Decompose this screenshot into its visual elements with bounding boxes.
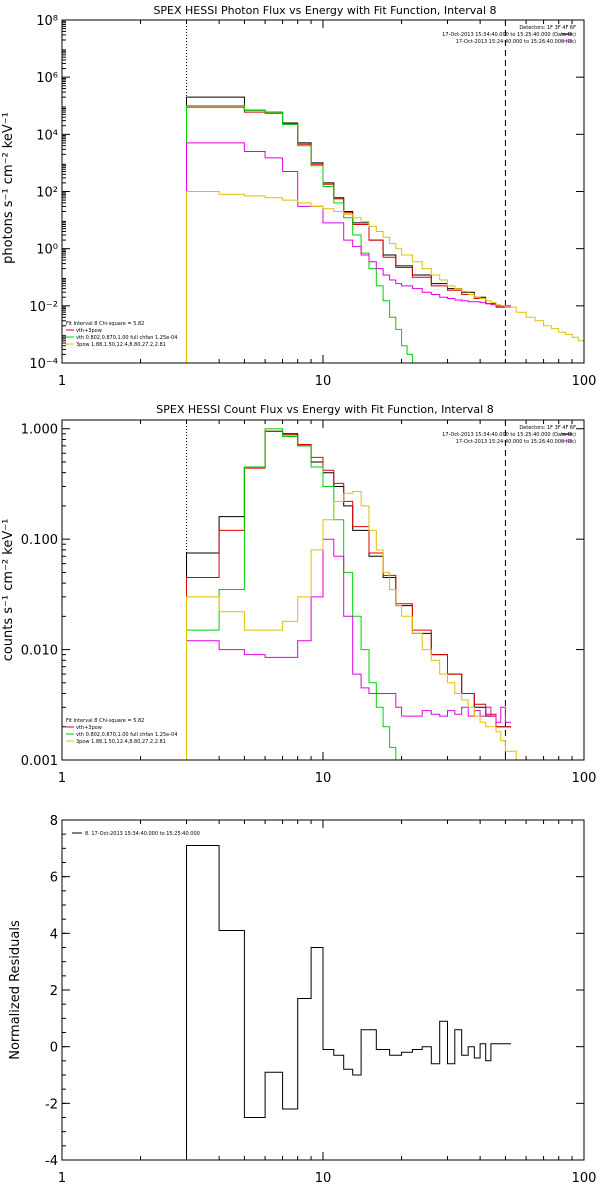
y-tick-label: -4: [45, 1154, 58, 1169]
legend-top-right-text: 17-Oct-2013 15:34:40.000 to 15:25:40.000…: [442, 32, 576, 38]
series-2-line: [186, 105, 428, 364]
count-flux-plot: 1 10 100 0.001 0.010 0.100 1.000 Detectors: 1F …: [21, 420, 597, 786]
x-tick-label: 1: [58, 374, 66, 389]
series-3-line: [186, 142, 511, 363]
series-4-line: [186, 191, 585, 363]
x-tick-label: 100: [572, 771, 597, 786]
series-0-line: [186, 430, 511, 760]
legend-bottom-left-text: vth 0.802,0.870,1.00 full chfan 1.25e-04: [76, 732, 177, 738]
legend-bottom-left-text: vth+3pow: [76, 328, 102, 334]
y-tick-label: 1.000: [21, 423, 58, 438]
y-tick-label: 6: [50, 871, 58, 886]
series-0-line: [186, 845, 511, 1160]
x-tick-label: 100: [572, 374, 597, 389]
residuals-ylabel: Normalized Residuals: [8, 920, 23, 1060]
count-flux-title: SPEX HESSI Count Flux vs Energy with Fit…: [156, 403, 493, 416]
series-2-line: [186, 428, 423, 761]
legend-text: 8. 17-Oct-2013 15:34:40.000 to 15:25:40.…: [85, 831, 200, 837]
residuals-panel: Normalized Residuals 1 10 100 -4 -2 0 2 4 6 8 8. 1…: [8, 814, 596, 1186]
residuals-plot: 1 10 100 -4 -2 0 2 4 6 8 8. 17-Oct-2013 15:34:40.0…: [45, 814, 596, 1186]
legend-bottom-left-text: vth+3pow: [76, 725, 102, 731]
photon-flux-frame: [61, 19, 585, 364]
legend-top-right-text: Detectors: 1F 3F 4F 6F: [519, 25, 576, 31]
legend-bottom-left-text: vth 0.802,0.870,1.00 full chfan 1.25e-04: [76, 335, 177, 341]
legend-top-right-text: 17-Oct-2013 15:24:40.000 to 15:26:40.000…: [456, 439, 576, 445]
photon-flux-panel: SPEX HESSI Photon Flux vs Energy with Fi…: [1, 4, 596, 389]
photon-flux-plot: 1 10 100 10⁻⁴ 10⁻² 10⁰ 10² 10⁴ 10⁶ 10⁸ Detectors: …: [29, 14, 596, 389]
legend-bottom-left-text: Fit Interval 8 Chi-square = 5.82: [66, 718, 144, 724]
legend-bottom-left-text: 3pow 1.88,1.50,12.4,8.80,27.2,2.81: [76, 739, 166, 745]
count-flux-panel: SPEX HESSI Count Flux vs Energy with Fit…: [1, 403, 596, 786]
y-tick-label: 4: [50, 927, 58, 942]
y-tick-label: 10⁴: [36, 128, 58, 143]
y-tick-label: 0.010: [21, 644, 58, 659]
residuals-frame: [61, 819, 585, 1161]
series-1-line: [186, 430, 511, 760]
x-tick-label: 10: [315, 771, 332, 786]
y-tick-label: 8: [50, 814, 58, 829]
y-tick-label: 10⁶: [36, 71, 58, 86]
series-3-line: [186, 538, 511, 760]
y-tick-label: 0.100: [21, 533, 58, 548]
y-tick-label: 10⁻²: [29, 300, 58, 315]
count-flux-frame: [61, 419, 585, 761]
y-tick-label: 2: [50, 984, 58, 999]
count-flux-ylabel: counts s⁻¹ cm⁻² keV⁻¹: [1, 519, 16, 662]
photon-flux-title: SPEX HESSI Photon Flux vs Energy with Fi…: [153, 4, 496, 17]
legend-top-right-text: Detectors: 1F 3F 4F 6F: [519, 425, 576, 431]
x-tick-label: 100: [572, 1171, 597, 1186]
x-tick-label: 1: [58, 1171, 66, 1186]
x-tick-label: 10: [315, 1171, 332, 1186]
photon-flux-ylabel: photons s⁻¹ cm⁻² keV⁻¹: [1, 112, 16, 264]
y-tick-label: 10⁰: [36, 243, 58, 258]
legend-bottom-left-text: 3pow 1.88,1.50,12.4,8.80,27.2,2.81: [76, 342, 166, 348]
y-tick-label: 10⁻⁴: [29, 357, 58, 372]
legend-top-right-text: 17-Oct-2013 15:34:40.000 to 15:25:40.000…: [442, 432, 576, 438]
legend-bottom-left-text: Fit Interval 8 Chi-square = 5.82: [66, 321, 144, 327]
y-top-label: 10⁸: [36, 14, 58, 29]
x-tick-label: 10: [315, 374, 332, 389]
y-tick-label: 0.001: [21, 754, 58, 769]
y-tick-label: -2: [45, 1097, 58, 1112]
y-tick-label: 10²: [36, 186, 58, 201]
series-0-line: [186, 96, 511, 363]
legend-top-right-text: 17-Oct-2013 15:24:40.000 to 15:26:40.000…: [456, 39, 576, 45]
y-tick-label: 0: [50, 1041, 58, 1056]
series-4-line: [186, 491, 532, 761]
series-1-line: [186, 106, 511, 363]
x-tick-label: 1: [58, 771, 66, 786]
